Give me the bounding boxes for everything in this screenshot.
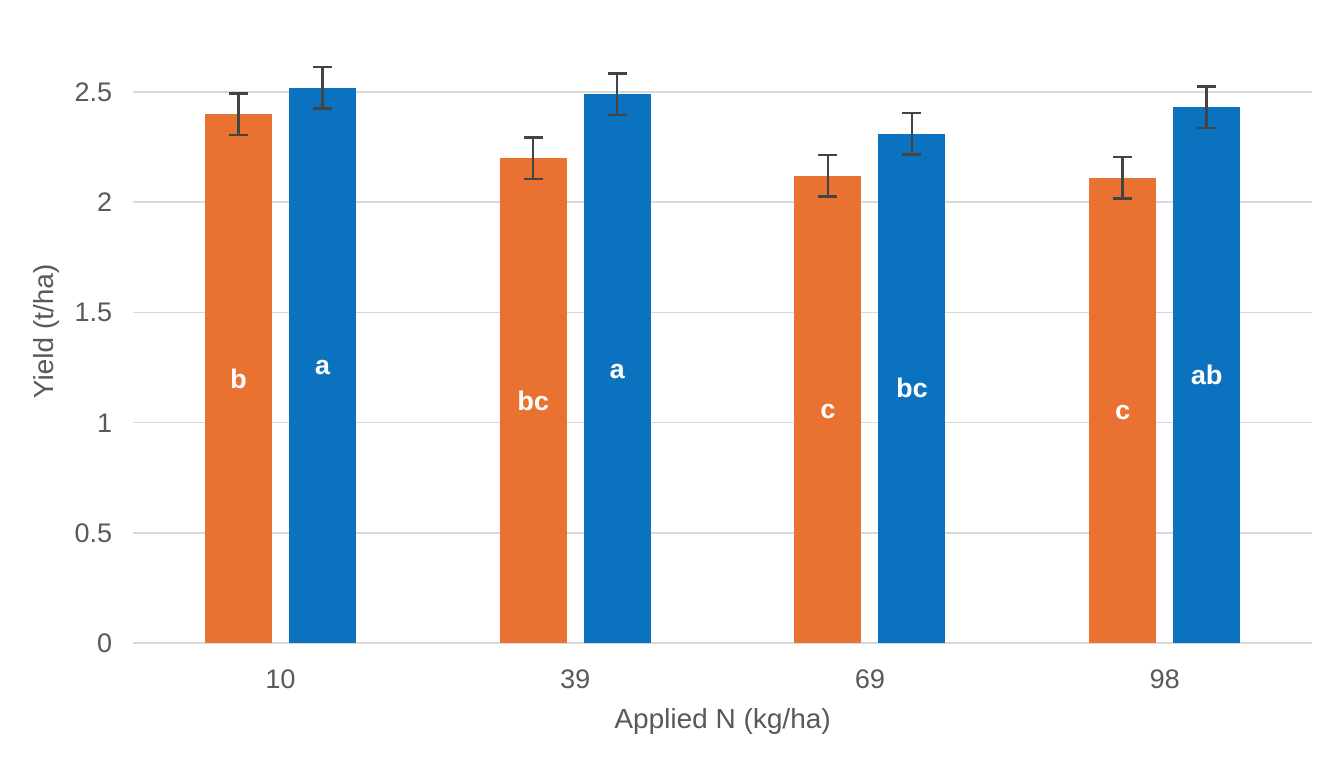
error-bar-cap-top <box>312 65 332 69</box>
y-tick-label: 2.5 <box>74 77 112 107</box>
x-tick-label-39: 39 <box>560 664 591 694</box>
bar-orange-series-98 <box>1089 177 1157 643</box>
gridline <box>133 421 1312 424</box>
bar-letter-label-orange-series-10: b <box>230 363 247 394</box>
error-bar-orange-series-10 <box>228 92 248 137</box>
bar-letter-label-orange-series-98: c <box>1115 395 1131 426</box>
y-tick-label: 2 <box>96 187 112 218</box>
x-axis-line <box>133 642 1312 644</box>
bar-blue-series-39 <box>583 94 651 643</box>
error-bar-whisker <box>826 153 830 198</box>
error-bar-whisker <box>321 65 324 110</box>
gridline <box>133 201 1312 203</box>
error-bar-blue-series-98 <box>1197 85 1217 130</box>
error-bar-cap-bottom <box>228 133 248 137</box>
error-bar-whisker <box>237 92 240 137</box>
error-bar-cap-top <box>902 111 922 115</box>
error-bar-orange-series-98 <box>1113 155 1133 200</box>
error-bar-whisker <box>1121 155 1124 200</box>
bar-letter-label-orange-series-69: c <box>820 394 836 425</box>
x-axis-title: Applied N (kg/ha) <box>614 703 831 734</box>
error-bar-whisker <box>615 72 619 117</box>
error-bar-whisker <box>910 111 914 156</box>
error-bar-cap-top <box>228 92 248 95</box>
bar-blue-series-10 <box>288 87 356 643</box>
y-tick-label: 1 <box>96 407 112 438</box>
error-bar-whisker <box>531 136 535 181</box>
bar-letter-label-blue-series-98: ab <box>1190 360 1223 391</box>
gridline <box>133 532 1312 534</box>
bar-letter-label-blue-series-10: a <box>314 350 330 381</box>
error-bar-cap-top <box>1197 85 1217 88</box>
bar-orange-series-69 <box>794 175 862 643</box>
error-bar-cap-bottom <box>607 113 627 117</box>
bar-blue-series-98 <box>1173 107 1241 643</box>
error-bar-cap-top <box>607 72 627 75</box>
bar-blue-series-69 <box>878 133 946 643</box>
y-tick-label: 0 <box>96 628 112 658</box>
error-bar-cap-top <box>1113 155 1133 159</box>
error-bar-orange-series-39 <box>523 136 543 181</box>
gridline <box>133 91 1312 93</box>
error-bar-cap-bottom <box>1197 126 1217 130</box>
y-tick-label: 1.5 <box>74 297 112 328</box>
y-tick-label: 0.5 <box>74 517 112 548</box>
bar-letter-label-orange-series-39: bc <box>517 385 549 416</box>
bar-orange-series-39 <box>499 158 567 643</box>
bar-letter-label-blue-series-39: a <box>609 353 625 384</box>
bar-letter-label-blue-series-69: bc <box>896 373 928 404</box>
x-tick-label-98: 98 <box>1149 664 1180 694</box>
error-bar-cap-bottom <box>523 177 543 181</box>
error-bar-blue-series-39 <box>607 72 627 117</box>
error-bar-cap-top <box>818 153 838 157</box>
bar-orange-series-10 <box>204 114 272 643</box>
error-bar-cap-bottom <box>902 153 922 156</box>
error-bar-whisker <box>1205 85 1208 130</box>
error-bar-orange-series-69 <box>818 153 838 198</box>
x-tick-label-69: 69 <box>854 664 885 694</box>
error-bar-cap-bottom <box>818 195 838 198</box>
error-bar-cap-top <box>523 136 543 139</box>
error-bar-blue-series-10 <box>312 65 332 110</box>
error-bar-cap-bottom <box>1113 197 1133 200</box>
gridline <box>133 311 1312 314</box>
error-bar-cap-bottom <box>312 107 332 110</box>
error-bar-blue-series-69 <box>902 111 922 156</box>
x-tick-label-10: 10 <box>265 664 296 694</box>
